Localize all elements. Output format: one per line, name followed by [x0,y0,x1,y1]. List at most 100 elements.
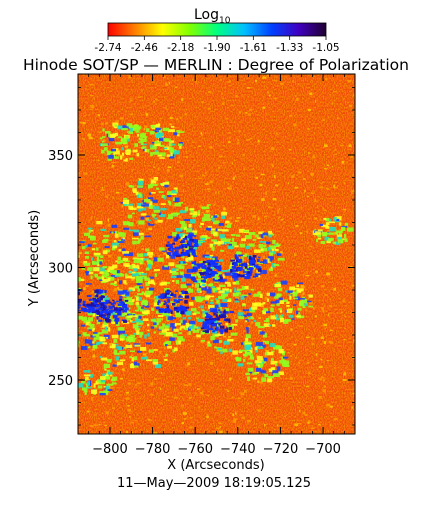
heatmap-speck [331,165,334,168]
heatmap-feature [99,355,103,358]
heatmap-core [105,299,111,303]
heatmap-speck [137,178,141,180]
heatmap-feature [224,308,230,312]
heatmap-speck [225,192,230,195]
heatmap-feature [83,370,89,373]
heatmap-feature [271,233,275,236]
heatmap-speck [270,147,275,151]
heatmap-speck [246,97,250,101]
heatmap-feature [245,327,249,330]
heatmap-feature [201,217,206,222]
heatmap-feature [232,241,237,247]
heatmap-speck [230,213,233,215]
heatmap-feature [152,151,160,155]
heatmap-feature [53,277,60,279]
heatmap-speck [310,102,314,105]
heatmap-speck [309,301,313,305]
heatmap-feature [173,150,180,155]
heatmap-speck [104,369,109,371]
heatmap-feature [109,133,115,139]
heatmap-feature [55,299,57,302]
heatmap-speck [195,227,197,231]
heatmap-speck [188,419,191,421]
heatmap-speck [218,167,220,169]
heatmap-speck [89,412,91,415]
heatmap-core [236,256,239,261]
heatmap-speck [300,414,303,418]
heatmap-core [203,264,207,268]
heatmap-core [185,245,188,249]
heatmap-feature [98,332,103,335]
heatmap-feature [128,339,136,343]
heatmap-core [166,289,170,292]
heatmap-feature [182,317,186,320]
heatmap-feature [207,227,212,231]
heatmap-feature [320,240,326,244]
heatmap-speck [165,83,169,86]
heatmap-feature [188,255,194,260]
heatmap-feature [114,124,118,127]
heatmap-core [100,310,105,313]
heatmap-feature [147,251,154,256]
heatmap-feature [221,212,228,216]
heatmap-speck [142,103,145,107]
heatmap-feature [144,334,147,339]
heatmap-speck [115,363,119,367]
heatmap-feature [85,376,89,380]
heatmap-feature [83,333,90,337]
heatmap-feature [209,243,214,248]
heatmap-core [96,316,99,320]
heatmap-feature [257,346,264,350]
heatmap-core [163,295,166,299]
heatmap-speck [306,242,310,244]
heatmap-feature [216,262,220,268]
heatmap-feature [87,244,92,247]
heatmap-core [189,244,193,247]
heatmap-feature [165,294,172,299]
heatmap-speck [251,160,254,164]
heatmap-feature [81,380,86,384]
heatmap-feature [134,309,140,312]
heatmap-core [203,279,206,283]
heatmap-speck [248,113,251,116]
heatmap-feature [249,354,254,359]
heatmap-feature [325,222,330,226]
heatmap-core [202,321,208,325]
heatmap-feature [153,331,157,334]
heatmap-speck [190,345,193,347]
heatmap-speck [345,280,349,283]
heatmap-core [191,261,196,264]
heatmap-core [160,296,165,300]
heatmap-feature [145,267,150,271]
heatmap-feature [200,280,207,284]
heatmap-speck [301,279,306,282]
heatmap-speck [206,416,209,419]
heatmap-feature [244,268,249,272]
heatmap-feature [241,257,244,262]
heatmap-speck [199,205,203,208]
heatmap-core [252,254,257,258]
heatmap-speck [258,316,261,318]
heatmap-speck [238,257,240,259]
heatmap-speck [272,197,277,201]
heatmap-feature [87,311,95,316]
heatmap-speck [326,338,331,341]
heatmap-speck [343,182,346,184]
heatmap-speck [114,332,118,335]
heatmap-feature [301,298,308,304]
heatmap-speck [245,215,247,219]
heatmap-speck [202,293,205,295]
heatmap-feature [146,128,150,133]
heatmap-core [176,234,180,238]
heatmap-feature [92,328,96,330]
heatmap-core [207,315,212,317]
heatmap-speck [78,257,83,259]
heatmap-speck [235,94,238,98]
heatmap-feature [84,245,88,248]
heatmap-feature [220,237,227,241]
heatmap-speck [89,80,93,83]
heatmap-feature [129,363,135,369]
heatmap-core [204,318,210,321]
heatmap-core [223,328,226,332]
heatmap-feature [91,389,97,394]
